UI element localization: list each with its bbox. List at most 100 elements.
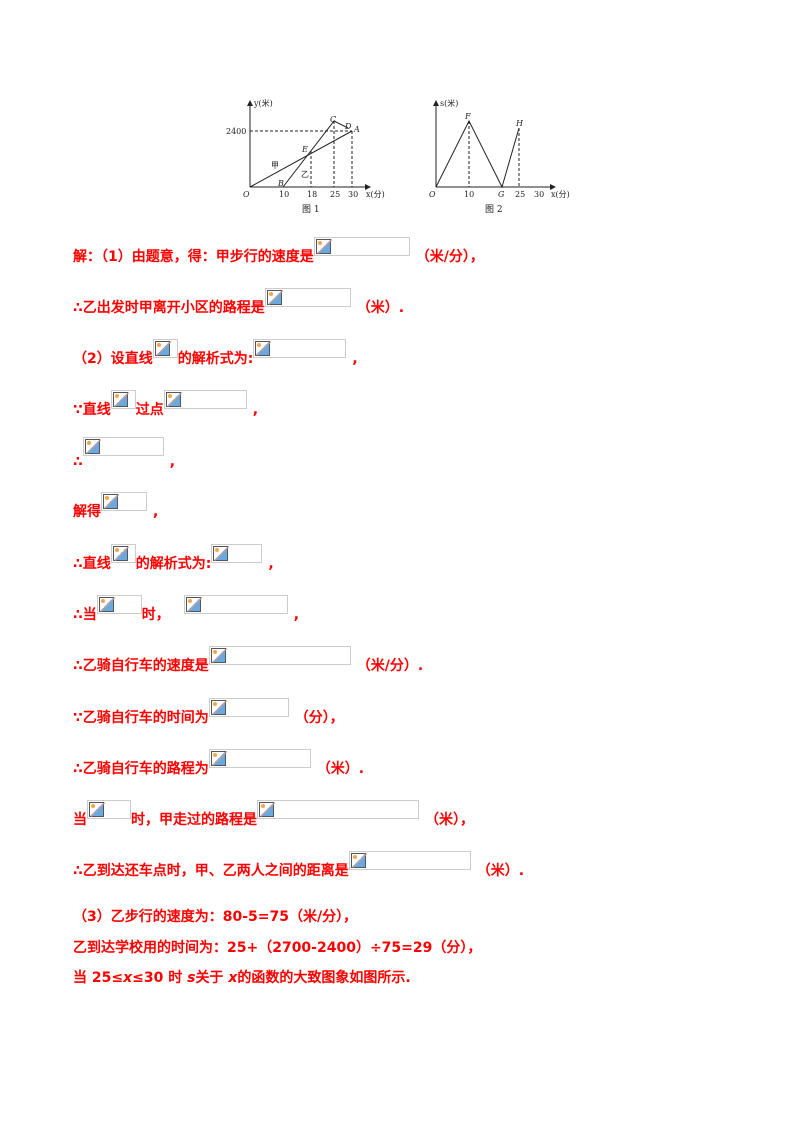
broken-image (264, 288, 351, 307)
solution-line: ∴乙骑自行车的速度是 （米/分）. (73, 644, 423, 674)
solution-line: 解：（1）由题意，得：甲步行的速度是 （米/分）， (73, 235, 484, 265)
solution-line: 当 时，甲走过的路程是 （米）， (73, 798, 474, 828)
broken-image-icon (255, 341, 271, 356)
broken-image (163, 390, 247, 409)
broken-image-icon (210, 648, 226, 663)
text: ∴乙出发时甲离开小区的路程是 (73, 300, 265, 316)
broken-image-icon (210, 751, 226, 766)
point-label: B (277, 179, 284, 188)
broken-image-icon (112, 546, 128, 561)
broken-image-icon (84, 439, 100, 454)
solution-line: ∴直线 的解析式为:, (73, 542, 274, 572)
text: , (352, 351, 358, 367)
text: , (153, 504, 159, 520)
text: （米/分）， (415, 249, 484, 265)
broken-image-icon (210, 700, 226, 715)
solution-line: ∴乙出发时甲离开小区的路程是 （米）. (73, 286, 404, 316)
fig1-y-label: y(米) (253, 98, 273, 108)
fig2-x-tick: 10 (464, 190, 474, 199)
text: ∵直线 (73, 402, 111, 418)
line-jia (249, 130, 353, 188)
text: 解得 (73, 504, 101, 520)
broken-image (348, 851, 471, 870)
figure-1 (247, 100, 371, 190)
broken-image (208, 646, 351, 665)
text: 时，甲走过的路程是 (131, 812, 257, 828)
text: （米/分）. (356, 658, 424, 674)
text: ∴乙到达还车点时，甲、乙两人之间的距离是 (73, 863, 349, 879)
fig2-x-label: x(分) (551, 190, 570, 199)
broken-image (110, 544, 136, 563)
point-label: E (301, 145, 308, 154)
broken-image (257, 800, 419, 819)
solution-line: 解得, (73, 490, 158, 520)
fig1-origin: O (243, 190, 250, 199)
text: 的解析式为: (135, 556, 212, 572)
broken-image-icon (154, 341, 170, 356)
broken-image-icon (213, 546, 229, 561)
text: （3）乙步行的速度为：80-5=75（米/分）， (73, 909, 358, 925)
broken-image (253, 339, 347, 358)
text: ∴乙骑自行车的速度是 (73, 658, 209, 674)
broken-image (208, 749, 311, 768)
fig1-x-label: x(分) (366, 190, 385, 199)
fig1-y-tick: 2400 (226, 127, 246, 136)
text: ∴直线 (73, 556, 111, 572)
point-label: H (515, 119, 524, 128)
text: ∴当 (73, 607, 97, 623)
text: 当 25≤x≤30 时 s关于 x的函数的大致图象如图所示. (73, 970, 411, 986)
text: 过点 (135, 402, 164, 418)
text: （2）设直线 (73, 351, 153, 367)
solution-line: ∴当 时，, (73, 593, 299, 623)
solution-line: （2）设直线 的解析式为:, (73, 337, 358, 367)
broken-image-icon (266, 290, 282, 305)
point-label: A (353, 125, 360, 134)
text: , (293, 607, 300, 623)
fig1-x-tick: 30 (348, 190, 358, 199)
text: （米）. (316, 761, 365, 777)
text: , (169, 454, 176, 470)
fig1-x-tick: 10 (279, 190, 289, 199)
point-label: C (330, 115, 336, 124)
broken-image-icon (350, 853, 366, 868)
solution-line: ∴乙骑自行车的路程为 （米）. (73, 747, 364, 777)
broken-image (152, 339, 178, 358)
line-label: 乙 (301, 170, 309, 179)
fig2-origin: O (429, 190, 436, 199)
broken-image-icon (165, 392, 181, 407)
fig2-x-tick: 25 (515, 190, 525, 199)
line-label: 甲 (271, 161, 279, 170)
fig2-x-tick: 30 (534, 190, 544, 199)
text: ∴乙骑自行车的路程为 (73, 761, 209, 777)
part3-line-1: （3）乙步行的速度为：80-5=75（米/分）， (73, 895, 357, 925)
text: （米）， (425, 812, 474, 828)
solution-line: ∴乙到达还车点时，甲、乙两人之间的距离是 （米）. (73, 849, 524, 879)
point-label: D (344, 122, 352, 131)
broken-image-icon (89, 802, 104, 817)
broken-image (87, 800, 131, 819)
fig1-caption: 图 1 (302, 204, 320, 215)
fig1-x-tick: 18 (307, 190, 317, 199)
text: （米）. (476, 863, 525, 879)
broken-image (101, 492, 147, 511)
broken-image (313, 237, 410, 256)
text: 时， (141, 607, 170, 623)
text: , (268, 556, 274, 572)
solution-line: ∵直线 过点, (73, 388, 258, 418)
broken-image (96, 595, 142, 614)
part3-line-3: 当 25≤x≤30 时 s关于 x的函数的大致图象如图所示. (73, 956, 411, 986)
text: （米）. (356, 300, 405, 316)
text: 乙到达学校用的时间为：25+（2700-2400）÷75=29（分）， (73, 940, 482, 956)
fig2-y-label: s(米) (440, 98, 458, 108)
text: 的解析式为: (177, 351, 254, 367)
fig2-x-tick: G (498, 190, 505, 199)
part3-line-2: 乙到达学校用的时间为：25+（2700-2400）÷75=29（分）， (73, 926, 481, 956)
broken-image (82, 437, 164, 456)
text: 当 (73, 812, 87, 828)
broken-image (110, 390, 136, 409)
broken-image-icon (259, 802, 274, 817)
text: ∵乙骑自行车的时间为 (73, 710, 209, 726)
fig1-x-tick: 25 (330, 190, 340, 199)
text: , (252, 402, 259, 418)
broken-image-icon (112, 392, 128, 407)
